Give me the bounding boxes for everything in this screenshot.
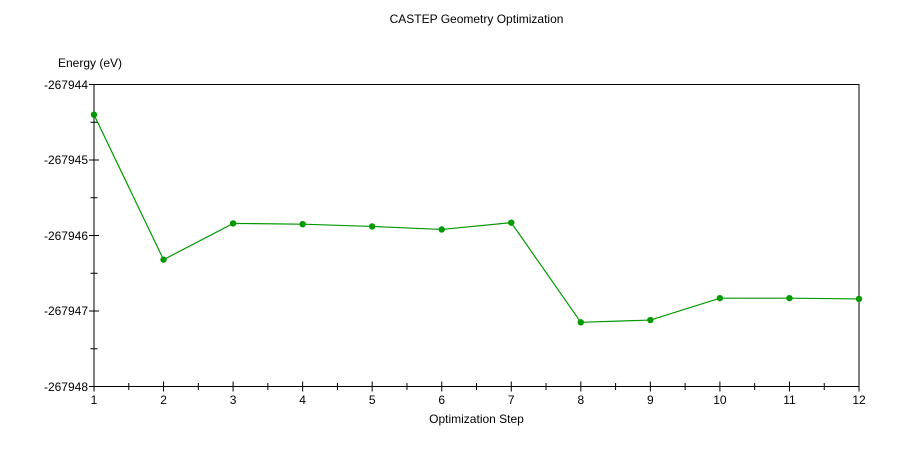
x-tick-label: 12 [852,393,866,407]
x-axis-label: Optimization Step [429,412,524,426]
y-axis-label: Energy (eV) [58,56,123,70]
y-tick-label: -267946 [43,228,88,243]
x-tick-label: 11 [783,393,796,407]
y-tick-label: -267945 [43,153,88,167]
data-point-step-5[interactable] [368,223,376,230]
data-point-step-9[interactable] [647,316,654,324]
data-point-step-4[interactable] [299,220,306,228]
data-point-step-12[interactable] [855,295,863,303]
x-tick-label: 6 [438,393,446,407]
data-point-step-1[interactable] [90,111,98,118]
data-point-step-3[interactable] [229,220,237,227]
data-point-step-10[interactable] [716,294,724,302]
chart-title: CASTEP Geometry Optimization [389,12,564,26]
data-point-step-2[interactable] [160,256,167,263]
x-tick-label: 9 [647,393,654,407]
y-tick-label: -267948 [43,379,88,394]
x-tick-label: 7 [507,393,515,407]
x-tick-label: 1 [90,393,98,407]
energy-series-line [93,114,860,323]
y-tick-label: -267944 [43,77,88,92]
data-point-step-11[interactable] [786,294,793,302]
y-tick-label: -267947 [43,304,88,318]
x-tick-label: 10 [713,393,727,407]
x-tick-label: 8 [577,393,585,407]
x-tick-label: 5 [368,393,376,407]
x-tick-label: 2 [160,393,167,407]
x-tick-label: 4 [299,393,306,407]
x-tick-label: 3 [229,393,237,407]
data-point-step-6[interactable] [438,226,445,233]
data-point-step-8[interactable] [577,319,585,326]
data-point-step-7[interactable] [508,219,515,226]
